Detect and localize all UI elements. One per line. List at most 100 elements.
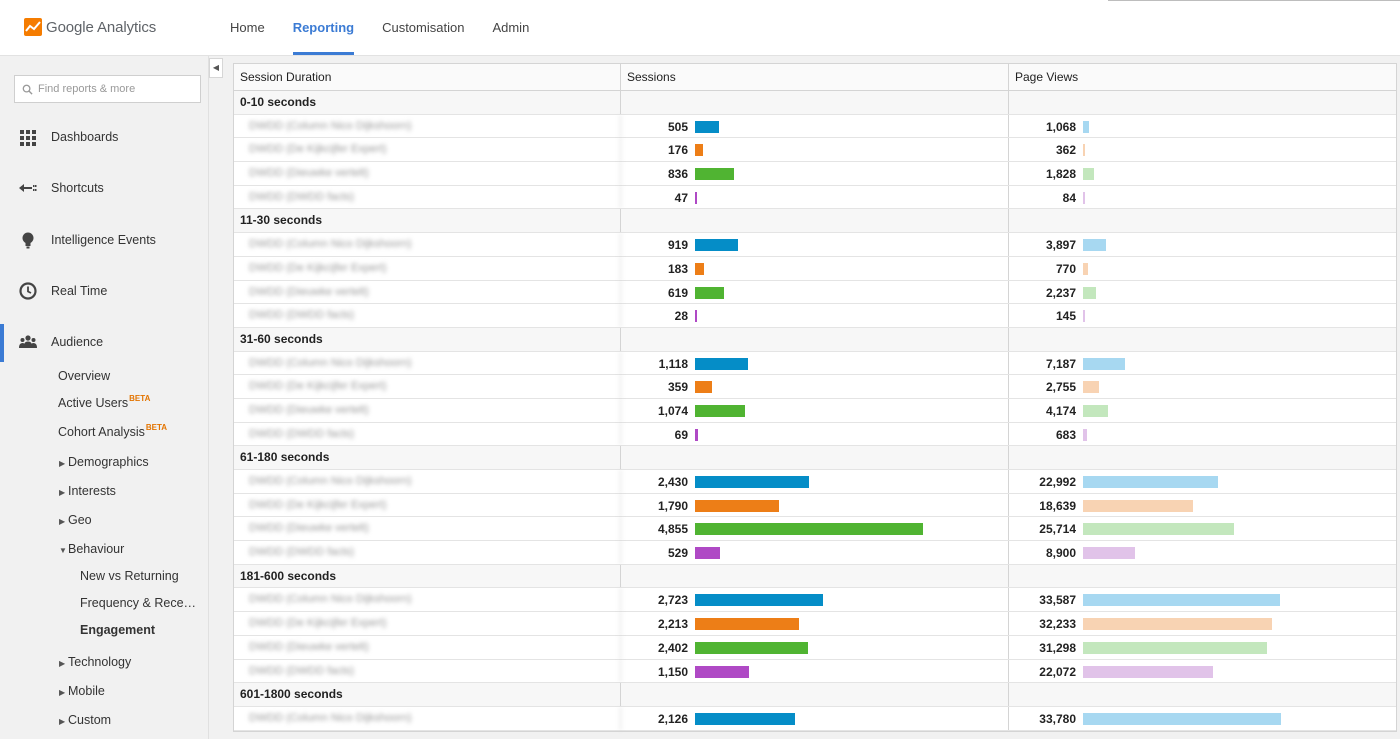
table-row[interactable]: DWDD (Column Nico Dijkshoorn) 919 3,897 (234, 233, 1396, 257)
row-dimension-label[interactable]: DWDD (Column Nico Dijkshoorn) (234, 351, 621, 375)
table-row[interactable]: DWDD (De Kijkcijfer Expert) 183 770 (234, 256, 1396, 281)
row-dimension-label[interactable]: DWDD (Column Nico Dijkshoorn) (234, 114, 621, 138)
sidebar-item-engagement[interactable]: Engagement (80, 623, 155, 637)
group-row: 181-600 seconds (234, 564, 1396, 589)
table-row[interactable]: DWDD (DWDD facts) 47 84 (234, 185, 1396, 210)
beta-badge: BETA (145, 423, 168, 432)
sidebar-item-real-time[interactable]: Real Time (0, 273, 208, 309)
pageviews-bar (1083, 499, 1193, 512)
clock-icon (19, 282, 37, 300)
row-dimension-label[interactable]: DWDD (De Kijkcijfer Expert) (234, 612, 621, 635)
row-dimension-label[interactable]: DWDD (De Kijkcijfer Expert) (234, 138, 621, 162)
sidebar-item-dashboards[interactable]: Dashboards (0, 119, 208, 155)
sidebar-item-audience[interactable]: Audience (0, 324, 208, 362)
pageviews-cell: 7,187 (1009, 352, 1396, 375)
pageviews-bar (1083, 712, 1282, 725)
table-row[interactable]: DWDD (De Kijkcijfer Expert) 1,790 18,639 (234, 493, 1396, 518)
sidebar-item-label: Real Time (51, 284, 108, 298)
row-dimension-label[interactable]: DWDD (Dieuwke vertelt) (234, 517, 621, 541)
table-row[interactable]: DWDD (De Kijkcijfer Expert) 176 362 (234, 138, 1396, 163)
sidebar-item-interests[interactable]: ▶ Interests (59, 484, 116, 498)
table-row[interactable]: DWDD (DWDD facts) 69 683 (234, 422, 1396, 447)
sidebar-item-cohort-analysis[interactable]: Cohort AnalysisBETA (58, 423, 168, 439)
dashboards-icon (20, 130, 36, 146)
sidebar-item-behaviour[interactable]: ▼Behaviour (59, 542, 124, 556)
row-dimension-label[interactable]: DWDD (De Kijkcijfer Expert) (234, 375, 621, 398)
row-dimension-label[interactable]: DWDD (Dieuwke vertelt) (234, 280, 621, 304)
table-row[interactable]: DWDD (De Kijkcijfer Expert) 359 2,755 (234, 375, 1396, 399)
table-row[interactable]: DWDD (Dieuwke vertelt) 2,402 31,298 (234, 635, 1396, 660)
table-row[interactable]: DWDD (Dieuwke vertelt) 836 1,828 (234, 162, 1396, 186)
search-box[interactable] (14, 75, 201, 103)
row-dimension-label[interactable]: DWDD (Column Nico Dijkshoorn) (234, 706, 621, 730)
table-row[interactable]: DWDD (Dieuwke vertelt) 619 2,237 (234, 280, 1396, 305)
sidebar-item-demographics[interactable]: ▶ Demographics (59, 455, 149, 469)
row-dimension-label[interactable]: DWDD (DWDD facts) (234, 304, 621, 327)
table-row[interactable]: DWDD (DWDD facts) 28 145 (234, 304, 1396, 328)
sidebar-item-mobile[interactable]: ▶ Mobile (59, 684, 105, 698)
row-dimension-label[interactable]: DWDD (Dieuwke vertelt) (234, 398, 621, 422)
sidebar-item-technology[interactable]: ▶ Technology (59, 655, 131, 669)
row-dimension-label[interactable]: DWDD (De Kijkcijfer Expert) (234, 493, 621, 517)
sidebar-item-label: Dashboards (51, 130, 119, 144)
row-dimension-label[interactable]: DWDD (DWDD facts) (234, 541, 621, 564)
pageviews-cell: 33,780 (1009, 707, 1396, 730)
column-header-session-duration[interactable]: Session Duration (234, 64, 621, 90)
sidebar-item-active-users[interactable]: Active UsersBETA (58, 394, 151, 410)
tab-reporting[interactable]: Reporting (292, 0, 355, 56)
tab-admin[interactable]: Admin (492, 20, 530, 35)
pageviews-bar (1083, 476, 1219, 488)
column-header-sessions[interactable]: Sessions (621, 64, 1009, 90)
sessions-bar (695, 618, 799, 631)
group-pageviews-cell (1009, 564, 1396, 588)
row-dimension-label[interactable]: DWDD (DWDD facts) (234, 422, 621, 446)
sidebar-item-intelligence-events[interactable]: Intelligence Events (0, 222, 208, 258)
table-row[interactable]: DWDD (DWDD facts) 1,150 22,072 (234, 659, 1396, 684)
row-dimension-label[interactable]: DWDD (De Kijkcijfer Expert) (234, 256, 621, 280)
group-pageviews-cell (1009, 327, 1396, 351)
row-dimension-label[interactable]: DWDD (Column Nico Dijkshoorn) (234, 470, 621, 493)
column-header-page-views[interactable]: Page Views (1015, 70, 1079, 84)
caret-right-icon: ▶ (59, 488, 66, 497)
sidebar-item-overview[interactable]: Overview (58, 369, 110, 383)
sessions-cell: 836 (621, 162, 1009, 185)
table-row[interactable]: DWDD (Column Nico Dijkshoorn) 2,723 33,587 (234, 588, 1396, 613)
sidebar-item-custom[interactable]: ▶ Custom (59, 713, 111, 727)
sidebar-item-geo[interactable]: ▶ Geo (59, 513, 92, 527)
search-icon (22, 84, 33, 95)
tab-home[interactable]: Home (230, 20, 265, 35)
table-row[interactable]: DWDD (Column Nico Dijkshoorn) 1,118 7,187 (234, 351, 1396, 376)
beta-badge: BETA (129, 394, 151, 403)
row-dimension-label[interactable]: DWDD (Dieuwke vertelt) (234, 162, 621, 185)
sessions-bar (695, 476, 810, 488)
sidebar-item-new-vs-returning[interactable]: New vs Returning (80, 569, 179, 583)
shortcuts-icon (19, 184, 37, 192)
table-row[interactable]: DWDD (DWDD facts) 529 8,900 (234, 541, 1396, 565)
sessions-bar (695, 286, 725, 299)
pageviews-cell: 1,068 (1009, 115, 1396, 138)
tab-customisation[interactable]: Customisation (382, 20, 465, 35)
pageviews-value: 2,755 (1045, 380, 1076, 395)
sidebar-item-shortcuts[interactable]: Shortcuts (0, 170, 208, 206)
sessions-bar (695, 499, 780, 512)
table-row[interactable]: DWDD (Column Nico Dijkshoorn) 2,430 22,992 (234, 470, 1396, 494)
table-row[interactable]: DWDD (De Kijkcijfer Expert) 2,213 32,233 (234, 612, 1396, 636)
row-dimension-label[interactable]: DWDD (Column Nico Dijkshoorn) (234, 588, 621, 612)
row-dimension-label[interactable]: DWDD (DWDD facts) (234, 659, 621, 683)
app-logo[interactable]: Google Analytics (24, 17, 156, 37)
row-dimension-label[interactable]: DWDD (DWDD facts) (234, 185, 621, 209)
collapse-sidebar-button[interactable]: ◀ (209, 58, 223, 78)
table-row[interactable]: DWDD (Column Nico Dijkshoorn) 2,126 33,780 (234, 706, 1396, 731)
table-row[interactable]: DWDD (Dieuwke vertelt) 4,855 25,714 (234, 517, 1396, 542)
row-dimension-label[interactable]: DWDD (Dieuwke vertelt) (234, 635, 621, 659)
group-sessions-cell (621, 564, 1009, 588)
row-dimension-label[interactable]: DWDD (Column Nico Dijkshoorn) (234, 233, 621, 256)
search-input[interactable] (38, 83, 188, 95)
table-row[interactable]: DWDD (Column Nico Dijkshoorn) 505 1,068 (234, 114, 1396, 139)
sessions-bar (695, 310, 697, 323)
pageviews-cell: 2,237 (1009, 281, 1396, 304)
sidebar-item-frequency-recency[interactable]: Frequency & Rece… (80, 596, 196, 610)
group-sessions-cell (621, 209, 1009, 233)
table-row[interactable]: DWDD (Dieuwke vertelt) 1,074 4,174 (234, 398, 1396, 423)
group-row: 31-60 seconds (234, 327, 1396, 352)
